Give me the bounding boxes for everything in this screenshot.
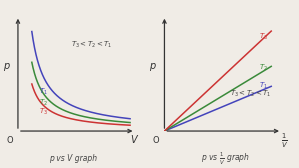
Text: $T_3$: $T_3$	[260, 32, 269, 42]
Text: $T_1$: $T_1$	[260, 80, 269, 91]
Text: p: p	[3, 61, 9, 71]
Text: O: O	[6, 136, 13, 145]
Text: $T_3 < T_2 < T_1$: $T_3 < T_2 < T_1$	[71, 40, 113, 50]
Text: $T_3$: $T_3$	[39, 106, 48, 117]
Text: $T_3 < T_2 < T_1$: $T_3 < T_2 < T_1$	[230, 88, 271, 98]
Text: $T_2$: $T_2$	[260, 63, 269, 73]
Text: O: O	[153, 136, 159, 145]
Text: $\frac{1}{V}$: $\frac{1}{V}$	[280, 131, 288, 150]
Text: $T_1$: $T_1$	[39, 87, 48, 97]
Text: p: p	[150, 61, 155, 71]
Text: $T_2$: $T_2$	[39, 98, 48, 108]
Text: V: V	[131, 135, 137, 145]
Text: p vs $\frac{1}{V}$ graph: p vs $\frac{1}{V}$ graph	[201, 151, 250, 167]
Text: p vs V graph: p vs V graph	[49, 154, 97, 163]
